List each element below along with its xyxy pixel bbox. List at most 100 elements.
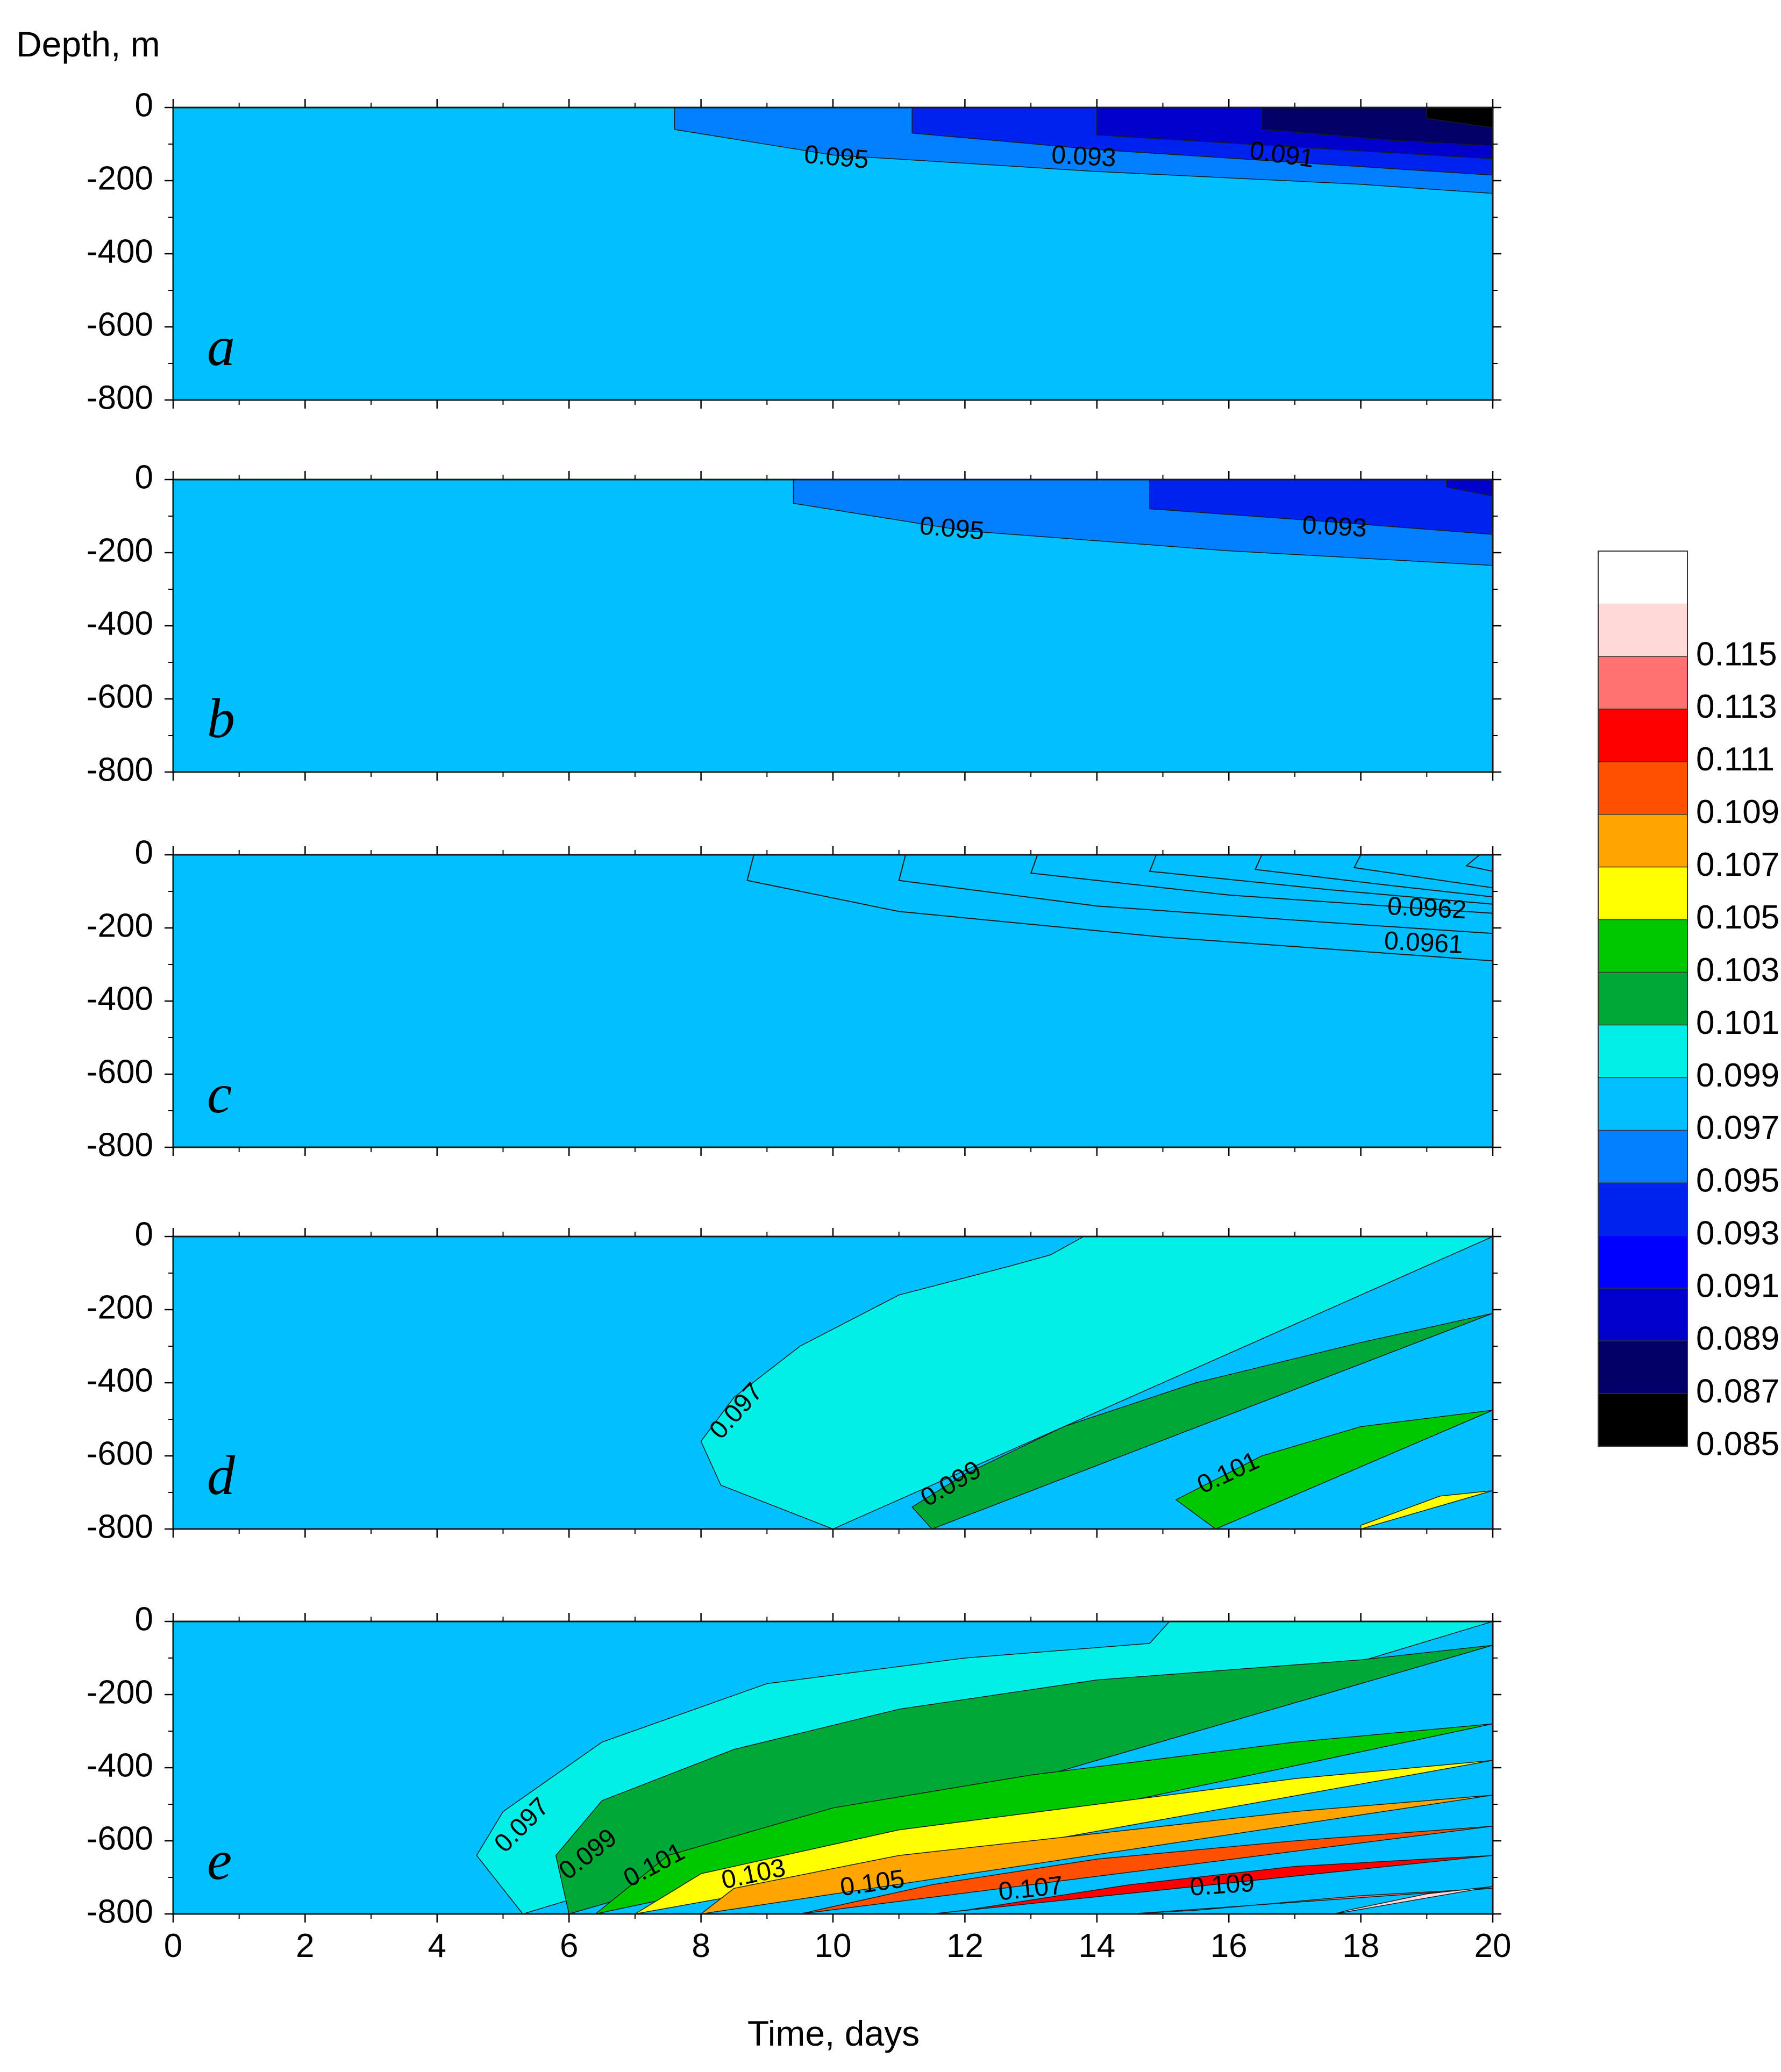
contour-band	[1360, 1490, 1493, 1529]
colorbar-swatch	[1598, 972, 1687, 1025]
y-axis-title: Depth, m	[16, 24, 160, 64]
panel-plot-area	[173, 1621, 1493, 1914]
colorbar-swatch	[1598, 656, 1687, 709]
y-tick-label: 0	[135, 459, 153, 496]
x-tick-label: 0	[164, 1927, 182, 1964]
x-tick-label: 4	[428, 1927, 446, 1964]
contour-label: 0.0961	[1384, 926, 1464, 959]
contour-line	[1149, 855, 1493, 905]
panel-letter: d	[207, 1445, 236, 1506]
colorbar-swatch	[1598, 1288, 1687, 1341]
contour-label: 0.109	[1189, 1869, 1256, 1902]
panel-plot-area	[173, 108, 1493, 400]
y-tick-label: -600	[87, 1435, 153, 1472]
colorbar-label: 0.089	[1696, 1320, 1779, 1357]
colorbar-label: 0.093	[1696, 1215, 1779, 1252]
y-tick-label: 0	[135, 1601, 153, 1638]
panel-letter: c	[207, 1063, 232, 1125]
y-tick-label: 0	[135, 1216, 153, 1253]
colorbar-swatch	[1598, 761, 1687, 814]
panel-plot-area	[173, 855, 1493, 1147]
x-tick-label: 16	[1210, 1927, 1248, 1964]
y-tick-label: -200	[87, 532, 153, 569]
contour-label: 0.093	[1051, 140, 1117, 172]
x-axis-title: Time, days	[747, 2013, 920, 2053]
colorbar-swatch	[1598, 1130, 1687, 1183]
contour-band	[1175, 1410, 1493, 1529]
y-tick-label: -400	[87, 1747, 153, 1784]
panel-b: 0.095 0.093 0 -200 -400 -600 -800 b	[87, 459, 1501, 788]
contour-band	[1446, 480, 1493, 497]
y-tick-label: -800	[87, 379, 153, 416]
colorbar-label: 0.109	[1696, 794, 1779, 831]
y-tick-label: -600	[87, 306, 153, 343]
y-tick-label: -800	[87, 1126, 153, 1163]
y-tick-label: 0	[135, 834, 153, 871]
x-tick-label: 12	[946, 1927, 984, 1964]
colorbar-swatch	[1598, 709, 1687, 762]
contour-line	[1254, 855, 1493, 898]
colorbar-swatch	[1598, 1394, 1687, 1446]
colorbar-swatch	[1598, 1077, 1687, 1131]
panel-plot-area	[173, 1237, 1493, 1529]
contour-band	[911, 1313, 1493, 1529]
contour-label: 0.107	[997, 1871, 1064, 1906]
contour-band	[700, 1795, 1493, 1914]
colorbar-swatch	[1598, 1183, 1687, 1236]
colorbar: 0.085 0.087 0.089 0.091 0.093 0.095 0.097 0.099…	[1598, 551, 1779, 1462]
contour-band	[1426, 108, 1493, 128]
contour-line	[1465, 855, 1493, 872]
contour-band	[931, 1855, 1493, 1914]
colorbar-label: 0.095	[1696, 1162, 1779, 1199]
y-tick-label: -800	[87, 751, 153, 788]
panel-letter: b	[207, 688, 235, 749]
colorbar-label: 0.103	[1696, 952, 1779, 989]
x-tick-label: 8	[692, 1927, 710, 1964]
y-tick-label: -600	[87, 1820, 153, 1857]
contour-line	[898, 855, 1493, 934]
colorbar-swatch	[1598, 1235, 1687, 1289]
x-tick-label: 18	[1342, 1927, 1379, 1964]
colorbar-label: 0.101	[1696, 1004, 1779, 1041]
colorbar-label: 0.087	[1696, 1373, 1779, 1410]
panel-plot-area	[173, 480, 1493, 772]
x-tick-label: 14	[1078, 1927, 1115, 1964]
colorbar-swatch	[1598, 1025, 1687, 1078]
colorbar-swatch	[1598, 867, 1687, 920]
y-tick-label: 0	[135, 87, 153, 124]
colorbar-swatch	[1598, 551, 1687, 604]
colorbar-label: 0.115	[1696, 635, 1777, 673]
y-tick-label: -600	[87, 678, 153, 715]
y-tick-label: -400	[87, 233, 153, 270]
contour-band	[1334, 1886, 1493, 1914]
colorbar-swatch	[1598, 1341, 1687, 1394]
colorbar-label: 0.113	[1696, 688, 1777, 725]
y-tick-label: -200	[87, 160, 153, 197]
x-tick-label: 20	[1474, 1927, 1512, 1964]
x-tick-label: 10	[815, 1927, 852, 1964]
contour-line	[746, 855, 1493, 962]
colorbar-label: 0.111	[1696, 741, 1775, 778]
colorbar-swatch	[1598, 603, 1687, 656]
colorbar-label: 0.085	[1696, 1425, 1779, 1462]
colorbar-label: 0.107	[1696, 846, 1779, 883]
y-tick-label: -800	[87, 1893, 153, 1930]
panel-letter: e	[207, 1830, 232, 1891]
y-tick-label: -600	[87, 1053, 153, 1090]
colorbar-label: 0.105	[1696, 899, 1779, 936]
contour-label: 0.095	[918, 511, 985, 545]
contour-band	[800, 1826, 1493, 1914]
y-tick-label: -400	[87, 1362, 153, 1399]
contour-label: 0.093	[1301, 511, 1367, 542]
contour-label: 0.0962	[1387, 892, 1467, 925]
colorbar-label: 0.091	[1696, 1268, 1779, 1305]
colorbar-label: 0.099	[1696, 1057, 1779, 1094]
panel-letter: a	[207, 316, 235, 377]
y-tick-label: -200	[87, 1674, 153, 1711]
y-tick-label: -200	[87, 1289, 153, 1326]
